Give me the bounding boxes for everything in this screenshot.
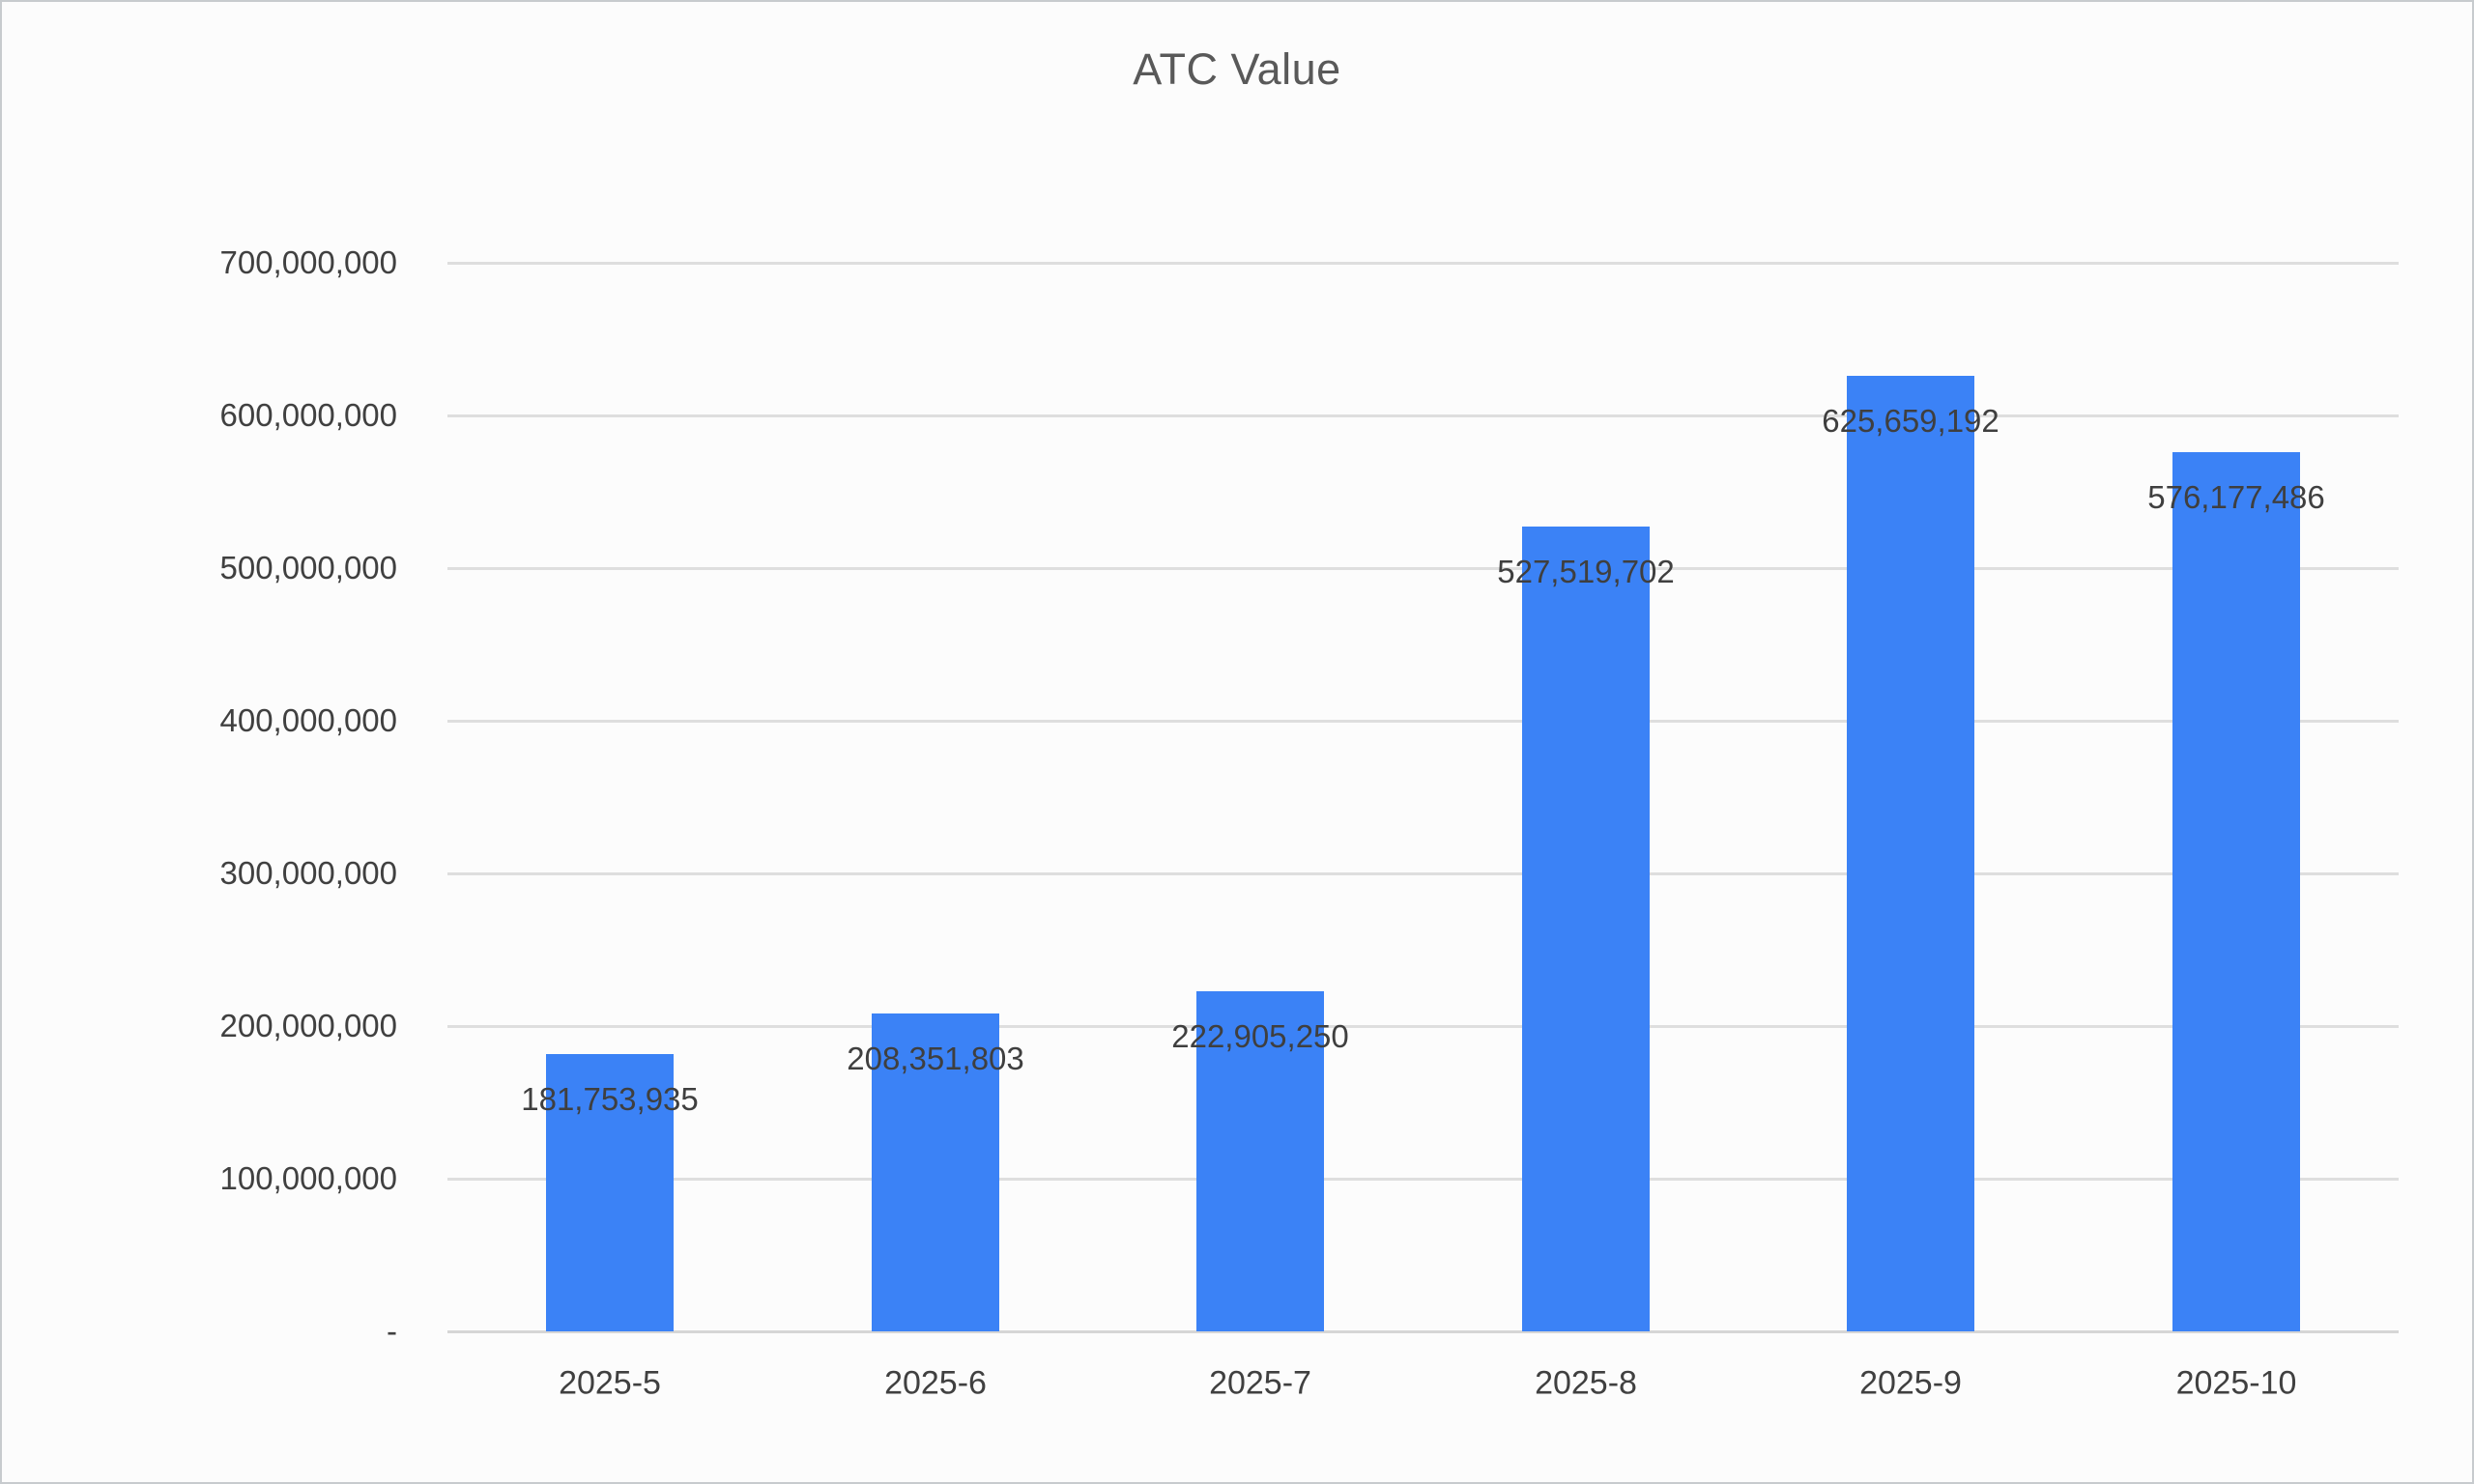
y-axis-tick-label: 200,000,000 [219, 1008, 397, 1043]
gridline [447, 872, 2399, 875]
gridline [447, 1025, 2399, 1028]
x-axis-tick-label: 2025-7 [1209, 1364, 1311, 1402]
gridline [447, 1178, 2399, 1181]
x-axis-tick-label: 2025-5 [559, 1364, 661, 1402]
data-label: 181,753,935 [521, 1081, 699, 1117]
chart-title: ATC Value [1133, 44, 1341, 94]
y-axis-tick-label: 400,000,000 [219, 702, 397, 738]
gridline [447, 720, 2399, 723]
bar-2025-6[interactable] [872, 1013, 999, 1331]
data-label: 527,519,702 [1497, 554, 1675, 589]
bar-2025-9[interactable] [1847, 376, 1974, 1331]
data-label: 576,177,486 [2147, 479, 2325, 515]
gridline [447, 262, 2399, 265]
gridline [447, 567, 2399, 570]
y-axis-tick-label: 300,000,000 [219, 855, 397, 891]
y-axis-tick-label: 700,000,000 [219, 244, 397, 280]
x-axis-tick-label: 2025-9 [1859, 1364, 1962, 1402]
y-axis-tick-label: 500,000,000 [219, 550, 397, 585]
bar-2025-10[interactable] [2172, 452, 2300, 1331]
y-axis-tick-label: 600,000,000 [219, 397, 397, 433]
y-axis-tick-label: - [387, 1313, 397, 1349]
bar-2025-8[interactable] [1522, 527, 1650, 1331]
data-label: 208,351,803 [847, 1041, 1024, 1076]
x-axis-tick-label: 2025-6 [884, 1364, 987, 1402]
y-axis-tick-label: 100,000,000 [219, 1160, 397, 1196]
x-axis-tick-label: 2025-8 [1535, 1364, 1637, 1402]
bar-2025-7[interactable] [1196, 991, 1324, 1331]
data-label: 222,905,250 [1171, 1018, 1349, 1054]
data-label: 625,659,192 [1822, 403, 1999, 439]
x-axis-tick-label: 2025-10 [2175, 1364, 2297, 1402]
bar-2025-5[interactable] [546, 1054, 674, 1331]
x-axis-line [447, 1330, 2399, 1333]
gridline [447, 414, 2399, 417]
